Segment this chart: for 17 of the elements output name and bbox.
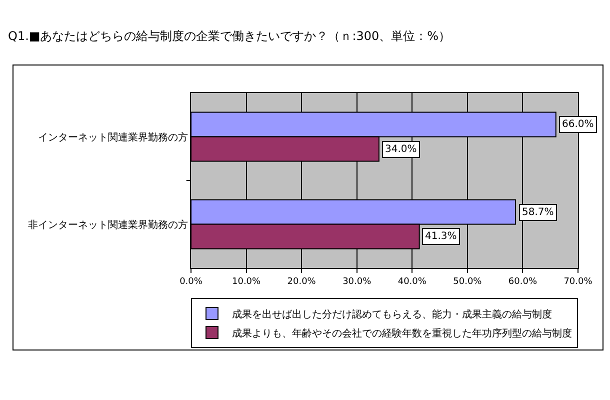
data-label: 34.0%: [385, 144, 417, 155]
legend-label: 成果よりも、年齢やその会社での経験年数を重視した年功序列型の給与制度: [232, 327, 572, 340]
x-tick-label: 50.0%: [453, 276, 482, 287]
y-tick-label: インターネット関連業界勤務の方: [38, 131, 188, 144]
x-tick-label: 70.0%: [564, 276, 593, 287]
x-tick-label: 10.0%: [232, 276, 262, 287]
y-tick-label: 非インターネット関連業界勤務の方: [28, 218, 188, 231]
x-tick-label: 60.0%: [508, 276, 538, 287]
x-tick-label: 20.0%: [287, 276, 316, 287]
x-tick-label: 30.0%: [342, 276, 372, 287]
data-label: 58.7%: [522, 207, 554, 218]
data-label: 66.0%: [562, 119, 594, 130]
chart-title: Q1.■あなたはどちらの給与制度の企業で働きたいですか？（ｎ:300、単位：%）: [8, 29, 451, 44]
legend-label: 成果を出せば出した分だけ認めてもらえる、能力・成果主義の給与制度: [232, 308, 552, 320]
x-tick-label: 0.0%: [180, 276, 203, 287]
data-label: 41.3%: [425, 231, 457, 242]
x-tick-label: 40.0%: [398, 276, 427, 287]
